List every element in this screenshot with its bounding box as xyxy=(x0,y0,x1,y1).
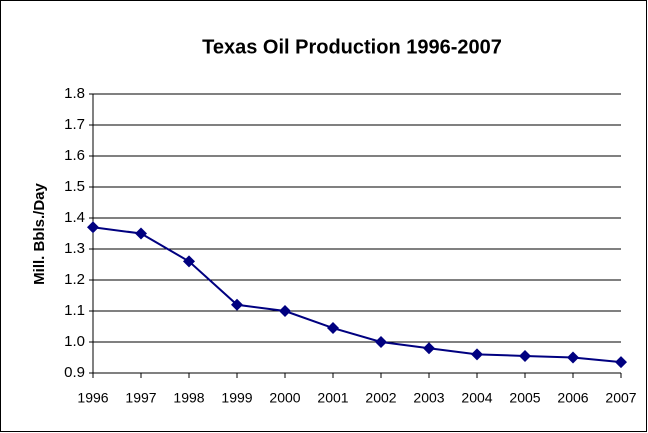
y-tick-label: 1.8 xyxy=(64,85,85,102)
y-tick-label: 0.9 xyxy=(64,364,85,381)
data-point xyxy=(471,348,483,361)
x-tick-label: 1997 xyxy=(125,390,156,406)
x-tick-label: 2005 xyxy=(509,390,540,406)
x-tick-label: 2007 xyxy=(605,390,636,406)
x-tick-label: 1996 xyxy=(77,390,108,406)
data-point xyxy=(327,322,339,335)
y-tick-label: 1.7 xyxy=(64,116,85,133)
x-tick-label: 2001 xyxy=(317,390,348,406)
x-tick-label: 1998 xyxy=(173,390,204,406)
data-point xyxy=(567,351,579,364)
x-tick-label: 2004 xyxy=(461,390,492,406)
y-tick-label: 1.6 xyxy=(64,147,85,164)
y-tick-label: 1.3 xyxy=(64,240,85,257)
data-point xyxy=(87,221,99,234)
x-tick-label: 2002 xyxy=(365,390,396,406)
y-tick-label: 1.5 xyxy=(64,178,85,195)
data-point xyxy=(231,298,243,311)
data-point xyxy=(135,227,147,240)
y-axis-label: Mill. Bbls./Day xyxy=(31,183,48,285)
chart-title: Texas Oil Production 1996-2007 xyxy=(202,36,502,58)
x-tick-label: 2003 xyxy=(413,390,444,406)
y-tick-label: 1.4 xyxy=(64,209,85,226)
data-point xyxy=(183,255,195,268)
y-tick-label: 1.0 xyxy=(64,333,85,350)
data-point xyxy=(375,336,387,348)
data-point xyxy=(279,305,291,317)
y-tick-label: 1.2 xyxy=(64,271,85,288)
data-point xyxy=(519,349,531,362)
series-line xyxy=(92,226,622,364)
x-tick-label: 1999 xyxy=(221,390,252,406)
data-point xyxy=(423,342,435,355)
x-tick-label: 2006 xyxy=(557,390,588,406)
y-tick-label: 1.1 xyxy=(64,302,85,319)
data-point xyxy=(615,356,627,369)
x-tick-label: 2000 xyxy=(269,390,300,406)
